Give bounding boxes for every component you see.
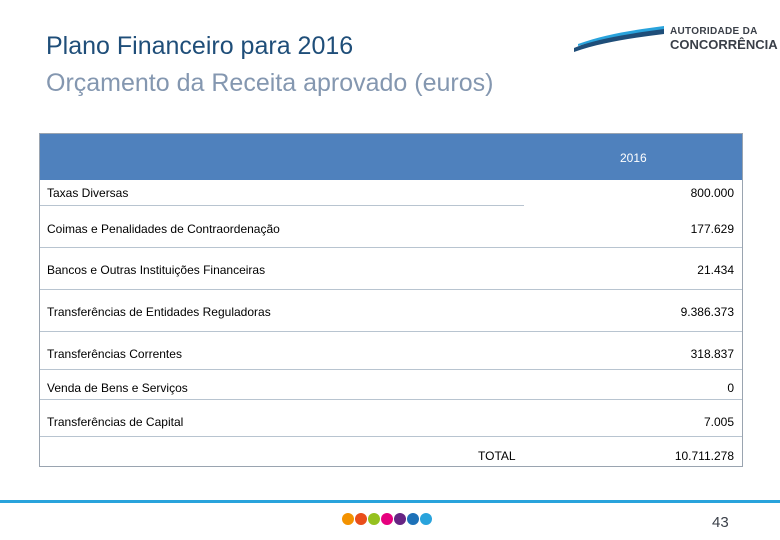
logo-swoosh-icon <box>574 26 664 52</box>
row-value: 9.386.373 <box>680 305 734 319</box>
row-separator <box>40 247 742 248</box>
year-header: 2016 <box>620 151 647 165</box>
row-label: Taxas Diversas <box>47 186 129 200</box>
row-separator <box>40 436 742 437</box>
brand-dot <box>394 513 406 525</box>
row-label: Coimas e Penalidades de Contraordenação <box>47 222 280 236</box>
table-row: Taxas Diversas 800.000 <box>40 184 742 204</box>
row-value: 800.000 <box>690 186 734 200</box>
revenue-table: 2016 Taxas Diversas 800.000 Coimas e Pen… <box>39 133 743 467</box>
row-label: Bancos e Outras Instituições Financeiras <box>47 263 266 277</box>
brand-dot <box>381 513 393 525</box>
table-row: Transferências de Entidades Reguladoras … <box>40 303 742 323</box>
brand-dot <box>355 513 367 525</box>
row-separator <box>40 369 742 370</box>
row-label: Transferências de Capital <box>47 415 184 429</box>
row-separator <box>40 289 742 290</box>
total-label: TOTAL <box>478 449 516 463</box>
row-value: 318.837 <box>690 347 734 361</box>
row-value: 177.629 <box>690 222 734 236</box>
row-label: Venda de Bens e Serviços <box>47 381 188 395</box>
row-separator <box>40 399 742 400</box>
table-row: Bancos e Outras Instituições Financeiras… <box>40 261 742 281</box>
table-row: Transferências Correntes 318.837 <box>40 345 742 365</box>
row-separator <box>40 205 524 206</box>
row-value: 0 <box>727 381 734 395</box>
row-label: Transferências Correntes <box>47 347 182 361</box>
slide-title: Plano Financeiro para 2016 <box>46 32 354 60</box>
row-label: Transferências de Entidades Reguladoras <box>47 305 271 319</box>
logo-line2: CONCORRÊNCIA <box>670 37 778 52</box>
logo: AUTORIDADE DA CONCORRÊNCIA <box>572 22 778 58</box>
brand-dot <box>368 513 380 525</box>
total-value: 10.711.278 <box>674 449 734 463</box>
total-row: TOTAL 10.711.278 <box>40 447 742 467</box>
slide-subtitle: Orçamento da Receita aprovado (euros) <box>46 69 494 97</box>
table-row: Coimas e Penalidades de Contraordenação … <box>40 220 742 240</box>
table-header: 2016 <box>40 134 742 180</box>
row-value: 7.005 <box>703 415 734 429</box>
brand-dot <box>407 513 419 525</box>
brand-dots <box>342 513 442 527</box>
page-number: 43 <box>712 514 729 531</box>
row-value: 21.434 <box>697 263 734 277</box>
bottom-accent-line <box>0 500 780 503</box>
row-separator <box>40 331 742 332</box>
table-row: Venda de Bens e Serviços 0 <box>40 379 742 399</box>
brand-dot <box>420 513 432 525</box>
logo-line1: AUTORIDADE DA <box>670 26 758 37</box>
table-row: Transferências de Capital 7.005 <box>40 413 742 433</box>
brand-dot <box>342 513 354 525</box>
